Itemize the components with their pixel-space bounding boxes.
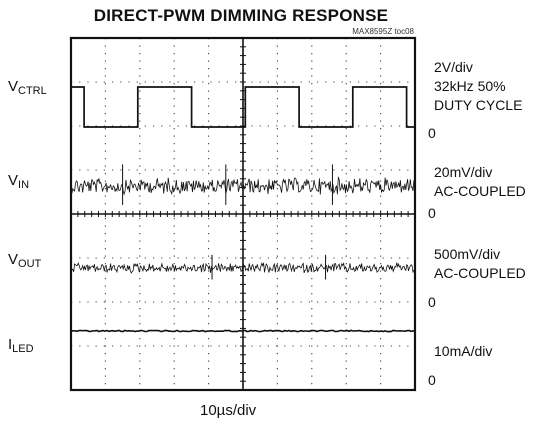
- scale-line: DUTY CYCLE: [434, 97, 523, 113]
- scale-line: 32kHz 50%: [434, 78, 506, 94]
- scale-line: 500mV/div: [434, 246, 501, 262]
- channel-label-vin: VIN: [8, 172, 30, 191]
- channel-label-vout: VOUT: [8, 251, 42, 270]
- trace-vctrl: [71, 86, 415, 128]
- zero-marker-vin: 0: [428, 205, 436, 221]
- scale-line: AC-COUPLED: [434, 265, 526, 281]
- scale-line: 20mV/div: [434, 164, 493, 180]
- channel-label-iled: ILED: [8, 336, 34, 355]
- scale-label-vout: 500mV/div AC-COUPLED: [434, 245, 526, 283]
- scale-label-iled: 10mA/div: [434, 342, 492, 361]
- scale-line: AC-COUPLED: [434, 183, 526, 199]
- zero-marker-vctrl: 0: [428, 125, 436, 141]
- scale-line: 10mA/div: [434, 343, 493, 359]
- chart-title: DIRECT-PWM DIMMING RESPONSE: [93, 6, 389, 25]
- trace-vout: [70, 261, 416, 274]
- trace-iled: [70, 329, 416, 333]
- zero-marker-vout: 0: [428, 294, 436, 310]
- trace-vin: [70, 175, 416, 196]
- scale-line: 2V/div: [434, 59, 473, 75]
- traces: [70, 86, 416, 333]
- x-axis-label: 10µs/div: [200, 402, 257, 419]
- document-id: MAX8595Z toc08: [352, 27, 414, 36]
- channel-label-vctrl: VCTRL: [8, 78, 47, 97]
- plot-frame: [69, 36, 417, 392]
- zero-marker-iled: 0: [428, 372, 436, 388]
- scale-label-vctrl: 2V/div 32kHz 50% DUTY CYCLE: [434, 58, 522, 115]
- grid: [71, 38, 415, 390]
- scale-label-vin: 20mV/div AC-COUPLED: [434, 163, 526, 201]
